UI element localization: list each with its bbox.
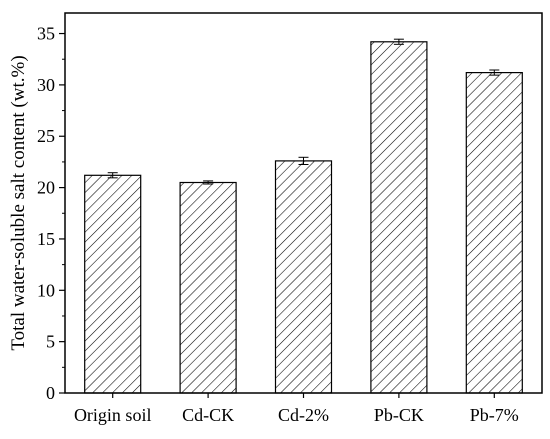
x-tick-label-2: Cd-2%: [278, 405, 329, 425]
x-tick-label-1: Cd-CK: [182, 405, 234, 425]
error-bar-3: [393, 38, 404, 45]
y-tick-label-3: 15: [37, 229, 55, 249]
y-axis-label: Total water-soluble salt content (wt.%): [8, 55, 29, 350]
error-bar-1: [203, 180, 214, 185]
x-axis: Origin soil Cd-CK Cd-2% Pb-CK Pb-7%: [74, 393, 519, 425]
bar-2: [274, 160, 333, 394]
y-tick-label-0: 0: [46, 383, 55, 403]
y-tick-label-7: 35: [37, 24, 55, 44]
bar-1: [179, 181, 237, 394]
bar-0: [84, 174, 142, 394]
y-axis: 0 5 10 15 20 25 30 35: [37, 24, 65, 403]
error-bar-0: [107, 172, 118, 179]
bar-4: [465, 71, 523, 394]
bars-layer: [84, 38, 523, 394]
x-tick-label-0: Origin soil: [74, 405, 152, 425]
y-tick-label-1: 5: [46, 332, 55, 352]
bar-3: [370, 41, 428, 394]
x-tick-label-4: Pb-7%: [470, 405, 519, 425]
y-tick-label-5: 25: [37, 126, 55, 146]
y-tick-label-6: 30: [37, 75, 55, 95]
error-bar-4: [489, 69, 500, 76]
y-tick-label-2: 10: [37, 280, 55, 300]
y-tick-label-4: 20: [37, 178, 55, 198]
x-tick-label-3: Pb-CK: [374, 405, 424, 425]
error-bar-2: [298, 156, 309, 165]
